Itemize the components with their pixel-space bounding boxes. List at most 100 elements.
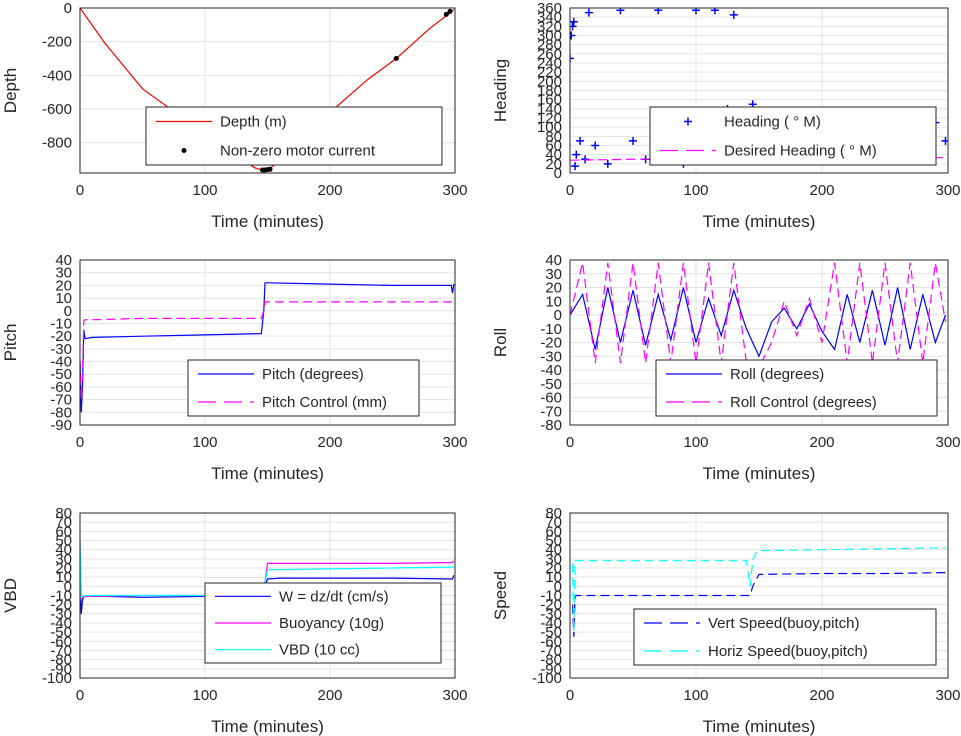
y-tick-label: -10 [540,588,562,605]
legend-swatch [684,117,692,126]
legend-label: W = dz/dt (cm/s) [279,588,389,605]
data-point [729,10,738,19]
y-tick-label: -30 [540,606,562,623]
data-point [570,17,578,26]
y-tick-label: 10 [55,290,72,307]
data-point [591,141,600,150]
y-tick-label: 80 [55,505,72,522]
x-tick-label: 300 [442,687,467,704]
data-point [443,11,449,17]
x-tick-label: 0 [566,687,574,704]
legend-label: Pitch Control (mm) [262,394,387,411]
y-axis-label: Depth [1,68,20,113]
y-tick-label: -40 [540,615,562,632]
y-tick-label: 40 [55,252,72,269]
y-tick-label: -20 [540,597,562,614]
y-tick-label: -60 [50,633,72,650]
series-line [571,547,946,633]
legend: Vert Speed(buoy,pitch) Horiz Speed(buoy,p… [633,608,937,666]
chart-roll: 0 100 200 300403020100-10-20-30-40-50-60-70… [491,252,961,483]
legend-label: VBD (10 cc) [279,642,360,659]
legend: W = dz/dt (cm/s) Buoyancy (10g) VBD (10 cc… [204,582,442,664]
y-tick-label: 50 [545,533,562,550]
y-tick-label: 0 [64,303,72,320]
x-axis-label: Time (minutes) [703,464,816,483]
legend-label: Depth (m) [220,114,287,131]
series-line [570,262,947,369]
y-tick-label: 30 [55,265,72,282]
y-tick-label: 0 [554,165,562,182]
y-tick-label: 320 [537,18,562,35]
legend-label: Heading ( ° M) [724,114,821,131]
legend-box [655,359,938,417]
x-tick-label: 100 [683,687,708,704]
legend: Pitch (degrees) Pitch Control (mm) [187,359,420,417]
y-tick-label: -50 [50,624,72,641]
axes-frame [79,259,456,426]
series-group [570,262,947,369]
y-tick-label: -60 [540,390,562,407]
axes-frame [79,7,456,174]
y-tick-label: -20 [50,328,72,345]
x-tick-label: 300 [935,434,960,451]
legend-label: Pitch (degrees) [262,366,364,383]
y-tick-label: 0 [554,578,562,595]
y-tick-label: 140 [537,101,562,118]
y-tick-label: -80 [50,652,72,669]
x-tick-label: 300 [935,182,960,199]
series-group [80,282,455,413]
y-tick-label: -40 [50,354,72,371]
x-tick-label: 200 [809,182,834,199]
data-point [570,22,577,31]
x-tick-label: 0 [76,687,84,704]
data-point [447,8,453,14]
y-tick-label: -30 [540,348,562,365]
y-tick-label: 20 [55,277,72,294]
y-tick-label: -100 [42,670,72,687]
chart-heading: 0 100 200 300020406080100120140160180200220… [491,0,961,231]
x-axis-label: Time (minutes) [211,212,324,231]
series-group [571,547,946,637]
x-tick-label: 100 [192,182,217,199]
y-tick-label: -90 [540,661,562,678]
y-tick-label: 30 [545,551,562,568]
legend: Roll (degrees) Roll Control (degrees) [655,359,938,417]
y-tick-label: 40 [55,542,72,559]
y-tick-label: -400 [42,67,72,84]
legend: Heading ( ° M) Desired Heading ( ° M) [649,106,937,166]
y-axis-label: Heading [491,59,510,122]
y-tick-label: -100 [532,670,562,687]
data-point [710,8,719,15]
y-tick-label: 70 [545,514,562,531]
y-tick-label: -800 [42,135,72,152]
y-tick-label: 10 [545,569,562,586]
series-line [570,287,947,358]
data-point [570,31,576,40]
x-tick-label: 200 [317,182,342,199]
y-tick-label: 60 [545,523,562,540]
x-tick-label: 100 [192,687,217,704]
chart-depth: 0 100 200 300 0 -200 -400 -600 -800 Time (minutes… [1,0,468,231]
data-point [692,8,700,15]
y-tick-label: 360 [537,0,562,17]
y-tick-label: 60 [545,138,562,155]
y-tick-label: -50 [50,366,72,383]
axes-frame [569,512,949,679]
x-tick-label: 300 [442,182,467,199]
legend-label: Roll (degrees) [730,366,824,383]
axes-frame [569,259,949,426]
legend-box [145,106,443,166]
legend-label: Horiz Speed(buoy,pitch) [708,643,868,660]
y-tick-label: 220 [537,64,562,81]
data-point [603,159,612,168]
y-tick-label: 160 [537,92,562,109]
data-point [572,150,581,159]
y-tick-label: 40 [545,147,562,164]
legend-label: Non-zero motor current [220,143,376,160]
chart-speed: 0 100 200 30080706050403020100-10-20-30-40-… [491,505,961,736]
y-tick-label: 340 [537,9,562,26]
x-tick-label: 200 [809,687,834,704]
x-axis-label: Time (minutes) [211,464,324,483]
data-point [267,166,273,172]
y-tick-label: 200 [537,73,562,90]
